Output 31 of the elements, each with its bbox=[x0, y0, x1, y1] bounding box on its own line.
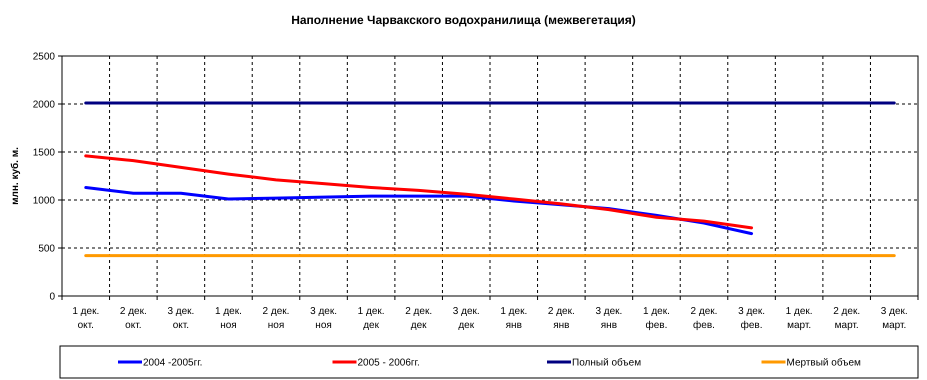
x-tick-label: 1 дек. фев. bbox=[643, 306, 670, 331]
y-tick-label: 0 bbox=[49, 292, 56, 302]
x-tick-label: 2 дек. янв bbox=[548, 306, 575, 331]
y-axis-title: млн. куб. м. bbox=[10, 146, 21, 205]
x-tick-label: 1 дек. янв bbox=[500, 306, 528, 331]
line-series bbox=[84, 154, 754, 230]
y-tick-label: 1500 bbox=[32, 148, 56, 158]
chart-title: Наполнение Чарвакского водохранилища (межвегетация) bbox=[291, 13, 636, 27]
x-tick-label: 2 дек. март. bbox=[833, 306, 860, 331]
legend-label: 2004 -2005гг. bbox=[143, 358, 202, 368]
x-tick-label: 3 дек. янв bbox=[595, 306, 622, 331]
x-tick-label: 2 дек. дек bbox=[405, 306, 432, 331]
x-tick-label: 3 дек. окт. bbox=[167, 306, 194, 331]
x-tick-label: 2 дек. фев. bbox=[690, 306, 718, 331]
x-tick-label: 3 дек. март. bbox=[880, 306, 908, 331]
x-tick-label: 3 дек. ноя bbox=[310, 306, 337, 331]
y-tick-label: 2500 bbox=[32, 52, 56, 62]
x-tick-label: 1 дек. дек bbox=[358, 306, 385, 331]
x-tick-label: 1 дек. март. bbox=[786, 306, 813, 331]
legend-label: 2005 - 2006гг. bbox=[358, 358, 420, 368]
x-tick-label: 1 дек. окт. bbox=[72, 306, 100, 331]
x-tick-label: 3 дек. дек bbox=[452, 306, 480, 331]
legend-label: Полный объем bbox=[572, 358, 642, 368]
y-tick-label: 2000 bbox=[32, 100, 56, 110]
x-tick-label: 3 дек. фев. bbox=[738, 306, 765, 331]
x-tick-label: 2 дек. ноя bbox=[262, 306, 290, 331]
y-tick-label: 500 bbox=[38, 244, 56, 254]
x-tick-label: 2 дек. окт. bbox=[120, 306, 147, 331]
x-tick-label: 1 дек. ноя bbox=[215, 306, 242, 331]
y-tick-label: 1000 bbox=[32, 196, 56, 206]
legend-label: Мертвый объем bbox=[786, 358, 862, 368]
